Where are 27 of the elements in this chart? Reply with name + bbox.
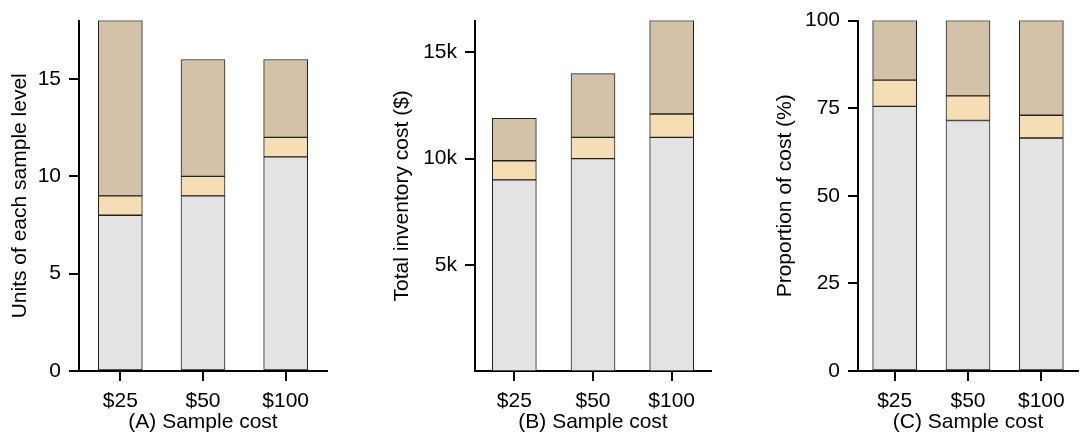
y-axis-title: Units of each sample level: [7, 73, 31, 319]
x-axis-title: (C) Sample cost: [892, 409, 1044, 433]
y-tick-label: 5: [49, 260, 61, 284]
x-axis-title: (A) Sample cost: [128, 409, 278, 433]
y-tick-label: 15: [37, 65, 61, 89]
y-tick-label: 5k: [434, 251, 458, 275]
x-tick-label: $50: [950, 388, 986, 412]
y-tick-label: 75: [816, 95, 840, 118]
y-tick-label: 100: [804, 7, 840, 31]
y-tick-label: 15k: [423, 39, 458, 63]
y-tick-label: 10: [37, 163, 61, 187]
x-tick-label: $100: [262, 388, 310, 412]
x-tick-label: $100: [648, 388, 696, 412]
y-axis-title: Proportion of cost (%): [772, 94, 796, 298]
x-axis-title: (B) Sample cost: [518, 409, 668, 433]
y-tick-label: 10k: [423, 145, 458, 169]
x-tick-label: $25: [877, 388, 913, 412]
y-tick-label: 0: [828, 357, 840, 381]
x-tick-label: $25: [102, 388, 138, 412]
y-tick-label: 25: [816, 270, 840, 294]
y-tick-label: 0: [49, 357, 61, 381]
x-tick-label: $50: [575, 388, 611, 412]
x-tick-label: $25: [496, 388, 532, 412]
x-tick-label: $100: [1017, 388, 1065, 412]
y-axis-title: Total inventory cost ($): [389, 90, 413, 302]
x-tick-label: $50: [185, 388, 221, 412]
y-tick-label: 50: [816, 182, 840, 206]
